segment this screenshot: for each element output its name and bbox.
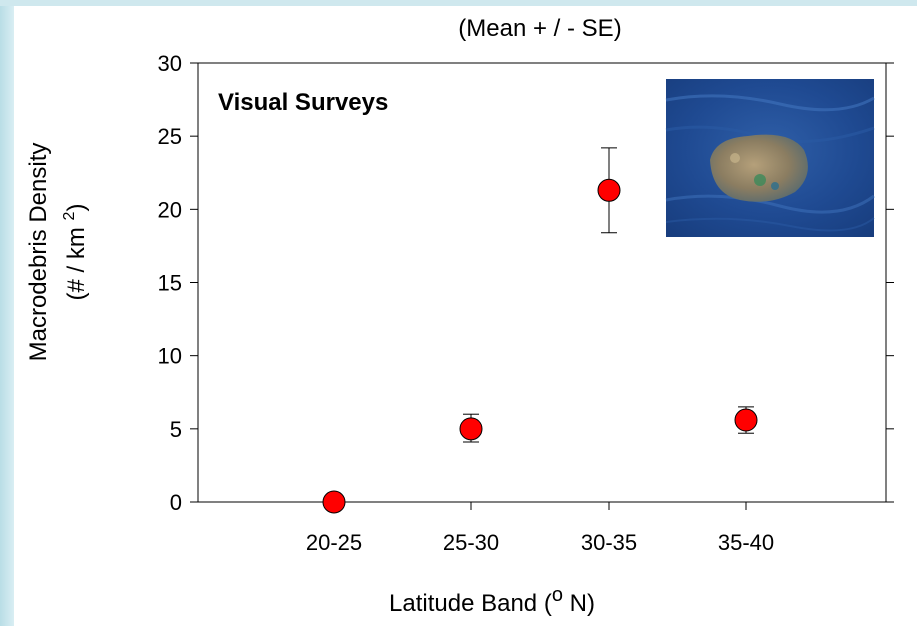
x-tick-label: 25-30 xyxy=(443,530,499,555)
floating-debris-photo xyxy=(665,79,875,237)
x-tick-label: 30-35 xyxy=(581,530,637,555)
data-point xyxy=(322,490,346,514)
y-tick-label: 25 xyxy=(158,124,182,149)
panel-label: Visual Surveys xyxy=(218,89,388,116)
y-axis-title-line2: (# / km 2) xyxy=(61,204,90,301)
y-tick-label: 20 xyxy=(158,197,182,222)
y-tick-label: 5 xyxy=(170,417,182,442)
y-tick-label: 10 xyxy=(158,344,182,369)
data-point xyxy=(459,417,483,441)
x-tick-label: 35-40 xyxy=(718,530,774,555)
x-axis-title: Latitude Band (o N) xyxy=(389,584,595,617)
x-tick-label: 20-25 xyxy=(306,530,362,555)
y-axis-ticks: 0 5 10 15 20 25 30 xyxy=(158,51,894,515)
y-tick-label: 15 xyxy=(158,271,182,296)
left-decor-band xyxy=(0,0,14,626)
top-decor-band xyxy=(0,0,917,6)
y-tick-label: 30 xyxy=(158,51,182,76)
data-series xyxy=(322,147,758,514)
data-point xyxy=(734,408,758,432)
x-axis-ticks: 20-25 25-30 30-35 35-40 xyxy=(306,502,774,555)
y-axis-title-line1: Macrodebris Density xyxy=(25,143,52,362)
y-tick-label: 0 xyxy=(170,490,182,515)
data-point xyxy=(597,178,621,202)
chart-caption: (Mean + / - SE) xyxy=(458,15,621,42)
